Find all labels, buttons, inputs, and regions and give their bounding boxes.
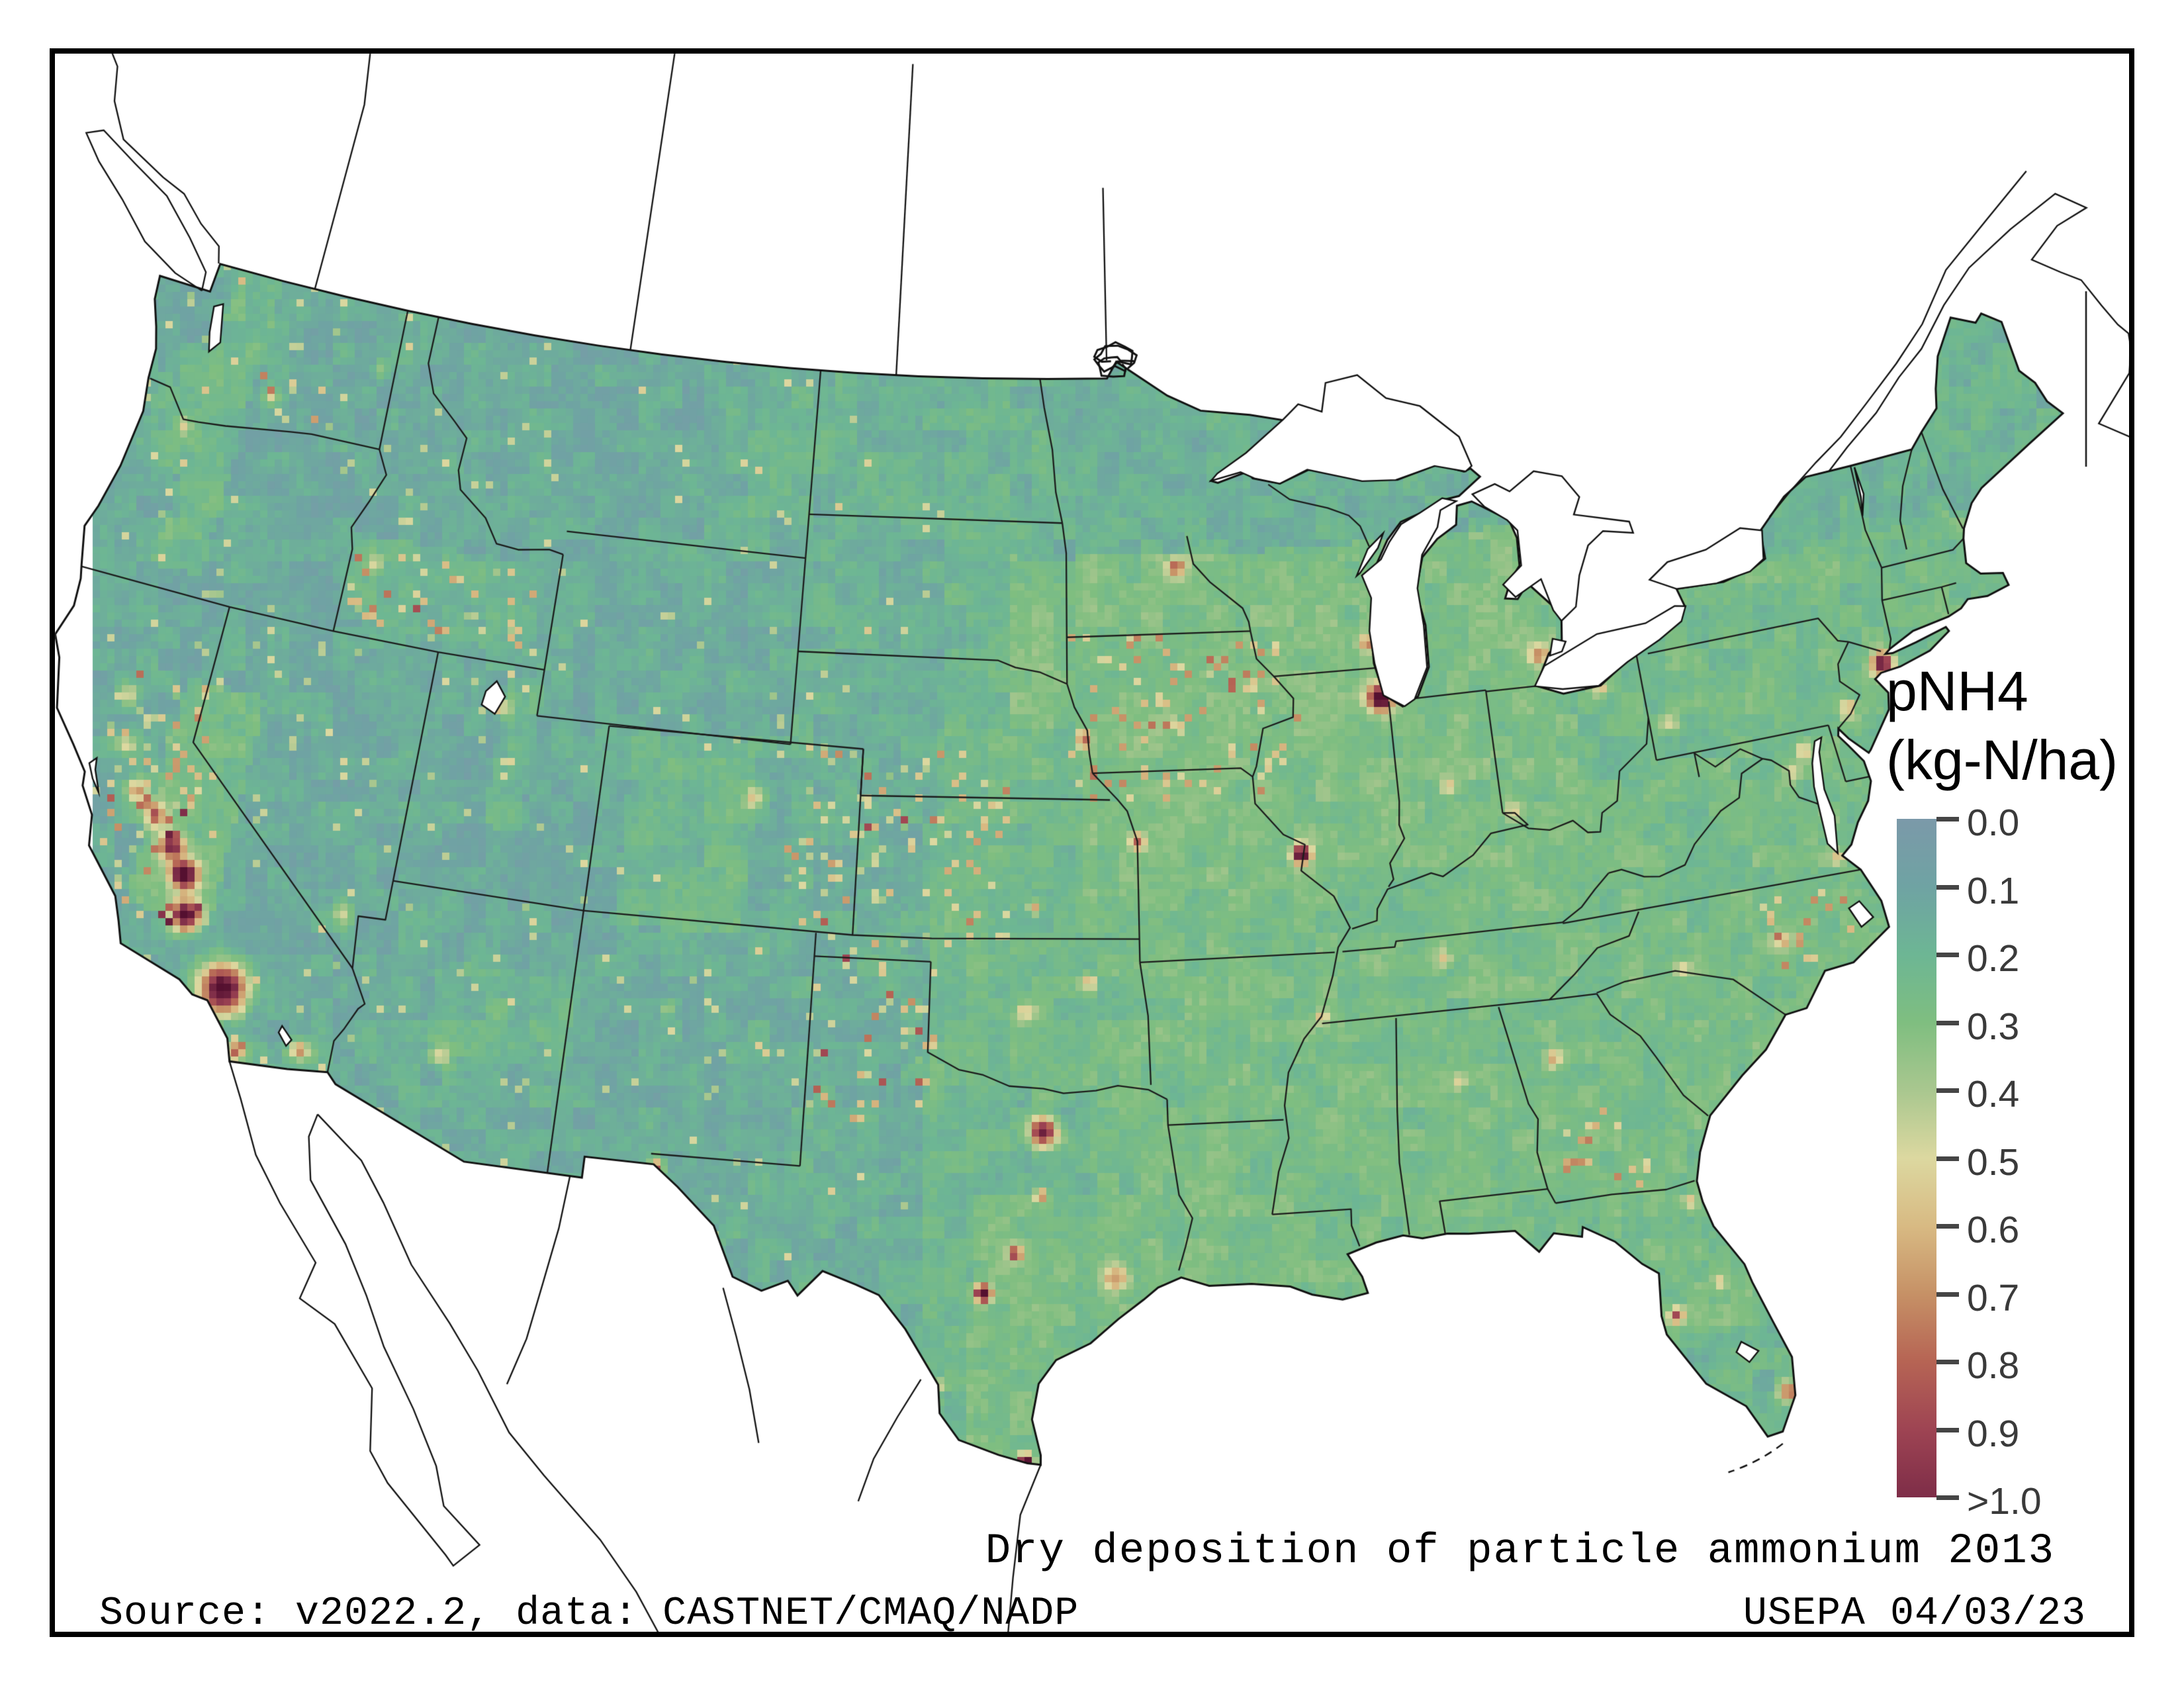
legend-tick-mark (1936, 1156, 1959, 1161)
legend-title: pNH4 (1886, 660, 2028, 722)
legend-tick-mark (1936, 1495, 1959, 1500)
agency-date: USEPA 04/03/23 (1743, 1591, 2086, 1636)
legend-tick-label: 0.4 (1967, 1073, 2020, 1115)
legend-tick-mark (1936, 817, 1959, 821)
legend-tick-mark (1936, 1224, 1959, 1229)
legend-tick-label: >1.0 (1967, 1480, 2042, 1523)
legend-tick-label: 0.6 (1967, 1209, 2020, 1251)
legend-tick-label: 0.9 (1967, 1412, 2020, 1455)
legend-tick-mark (1936, 1088, 1959, 1093)
legend-tick-mark (1936, 884, 1959, 890)
legend-tick-label: 0.3 (1967, 1005, 2020, 1048)
legend-units: (kg-N/ha) (1886, 729, 2118, 791)
source-note: Source: v2022.2, data: CASTNET/CMAQ/NADP (99, 1591, 1079, 1636)
map-title: Dry deposition of particle ammonium 2013 (985, 1528, 2055, 1575)
legend-tick-mark (1936, 1360, 1959, 1364)
legend-tick-mark (1936, 1291, 1959, 1297)
legend-colorbar (1897, 819, 1936, 1497)
legend-tick-label: 0.1 (1967, 869, 2020, 912)
legend-tick-mark (1936, 953, 1959, 957)
legend-tick-mark (1936, 1020, 1959, 1025)
legend-tick-label: 0.7 (1967, 1276, 2020, 1319)
legend-tick-label: 0.2 (1967, 937, 2020, 980)
legend-tick-label: 0.0 (1967, 802, 2020, 844)
legend-tick-label: 0.5 (1967, 1141, 2020, 1184)
legend-tick-mark (1936, 1427, 1959, 1432)
legend-tick-label: 0.8 (1967, 1344, 2020, 1387)
